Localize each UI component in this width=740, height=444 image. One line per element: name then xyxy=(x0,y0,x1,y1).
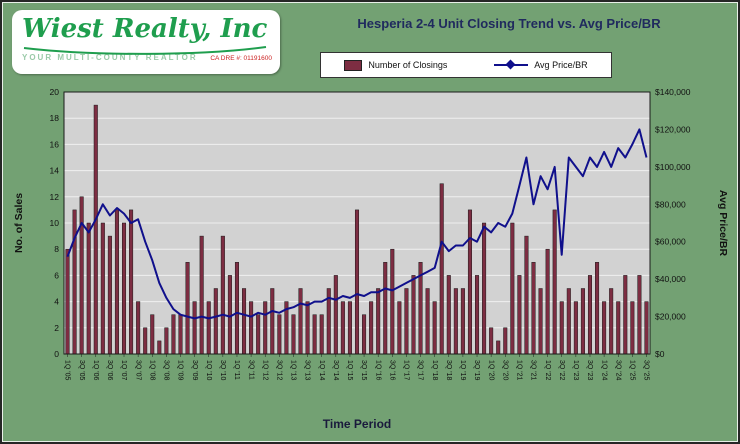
svg-text:Avg Price/BR: Avg Price/BR xyxy=(717,190,729,257)
legend-item-price: Avg Price/BR xyxy=(494,59,588,70)
svg-text:8: 8 xyxy=(54,244,59,254)
svg-text:3Q '25: 3Q '25 xyxy=(643,360,650,381)
svg-text:1Q '22: 1Q '22 xyxy=(544,360,551,381)
svg-text:1Q '25: 1Q '25 xyxy=(629,360,636,381)
svg-text:10: 10 xyxy=(50,218,60,228)
svg-text:1Q '20: 1Q '20 xyxy=(487,360,494,381)
svg-text:14: 14 xyxy=(50,166,60,176)
svg-text:1Q '15: 1Q '15 xyxy=(346,360,353,381)
company-logo: Wiest Realty, Inc YOUR MULTI-COUNTY REAL… xyxy=(12,10,280,74)
logo-swoosh-icon xyxy=(23,46,267,55)
svg-text:16: 16 xyxy=(50,139,60,149)
chart-title: Hesperia 2-4 Unit Closing Trend vs. Avg … xyxy=(357,16,661,31)
svg-text:3Q '13: 3Q '13 xyxy=(304,360,311,381)
svg-text:1Q '08: 1Q '08 xyxy=(148,360,155,381)
svg-text:3Q '07: 3Q '07 xyxy=(134,360,141,381)
svg-text:4: 4 xyxy=(54,297,59,307)
svg-text:3Q '19: 3Q '19 xyxy=(473,360,480,381)
svg-text:3Q '24: 3Q '24 xyxy=(614,360,621,381)
svg-text:1Q '12: 1Q '12 xyxy=(261,360,268,381)
svg-text:$120,000: $120,000 xyxy=(655,124,691,134)
svg-text:18: 18 xyxy=(50,113,60,123)
svg-text:1Q '11: 1Q '11 xyxy=(233,360,240,380)
svg-text:$60,000: $60,000 xyxy=(655,237,686,247)
svg-text:$140,000: $140,000 xyxy=(655,87,691,97)
svg-text:3Q '16: 3Q '16 xyxy=(388,360,395,381)
chart-legend: Number of Closings Avg Price/BR xyxy=(320,52,612,78)
svg-text:1Q '10: 1Q '10 xyxy=(205,360,212,381)
price-line-swatch-icon xyxy=(494,59,529,70)
svg-text:3Q '17: 3Q '17 xyxy=(417,360,424,381)
svg-text:3Q '14: 3Q '14 xyxy=(332,360,339,381)
svg-text:1Q '14: 1Q '14 xyxy=(318,360,325,381)
svg-text:3Q '09: 3Q '09 xyxy=(191,360,198,381)
svg-text:$40,000: $40,000 xyxy=(655,274,686,284)
svg-text:0: 0 xyxy=(54,349,59,359)
legend-label-closings: Number of Closings xyxy=(368,60,448,70)
svg-text:3Q '11: 3Q '11 xyxy=(247,360,254,380)
svg-text:1Q '09: 1Q '09 xyxy=(177,360,184,381)
svg-text:3Q '22: 3Q '22 xyxy=(558,360,565,381)
svg-text:3Q '06: 3Q '06 xyxy=(106,360,113,381)
svg-text:1Q '21: 1Q '21 xyxy=(516,360,523,381)
svg-text:1Q '17: 1Q '17 xyxy=(403,360,410,381)
svg-text:3Q '08: 3Q '08 xyxy=(163,360,170,381)
company-name: Wiest Realty, Inc xyxy=(22,14,268,44)
svg-text:3Q '23: 3Q '23 xyxy=(586,360,593,381)
svg-text:1Q '05: 1Q '05 xyxy=(64,360,71,381)
svg-text:No. of Sales: No. of Sales xyxy=(13,193,25,253)
svg-text:3Q '20: 3Q '20 xyxy=(501,360,508,381)
svg-text:1Q '23: 1Q '23 xyxy=(572,360,579,381)
svg-text:3Q '05: 3Q '05 xyxy=(78,360,85,381)
svg-text:1Q '19: 1Q '19 xyxy=(459,360,466,381)
svg-text:1Q '06: 1Q '06 xyxy=(92,360,99,381)
svg-text:Time Period: Time Period xyxy=(323,417,391,431)
svg-text:3Q '18: 3Q '18 xyxy=(445,360,452,381)
svg-text:1Q '18: 1Q '18 xyxy=(431,360,438,381)
svg-text:2: 2 xyxy=(54,323,59,333)
svg-text:3Q '15: 3Q '15 xyxy=(360,360,367,381)
svg-text:$20,000: $20,000 xyxy=(655,312,686,322)
svg-text:6: 6 xyxy=(54,270,59,280)
closings-swatch-icon xyxy=(344,59,363,71)
svg-text:1Q '07: 1Q '07 xyxy=(120,360,127,381)
svg-text:3Q '21: 3Q '21 xyxy=(530,360,537,381)
license-number: CA DRE #: 01191600 xyxy=(210,55,272,62)
svg-text:$0: $0 xyxy=(655,349,665,359)
company-tagline: YOUR MULTI-COUNTY REALTOR xyxy=(22,53,198,62)
trend-chart: 0 2 4 6 8 10 12 14 16 18 20 $0 $20,000 $40,000 $60,000… xyxy=(8,84,732,436)
svg-text:1Q '16: 1Q '16 xyxy=(374,360,381,381)
legend-label-price: Avg Price/BR xyxy=(534,60,588,70)
svg-text:12: 12 xyxy=(50,192,60,202)
svg-text:3Q '10: 3Q '10 xyxy=(219,360,226,381)
svg-text:3Q '12: 3Q '12 xyxy=(275,360,282,381)
svg-text:20: 20 xyxy=(50,87,60,97)
legend-item-closings: Number of Closings xyxy=(344,59,448,71)
trend-chart-svg: 0 2 4 6 8 10 12 14 16 18 20 $0 $20,000 $40,000 $60,000… xyxy=(13,87,729,431)
svg-text:$80,000: $80,000 xyxy=(655,199,686,209)
svg-text:$100,000: $100,000 xyxy=(655,162,691,172)
svg-text:1Q '13: 1Q '13 xyxy=(290,360,297,381)
svg-text:1Q '24: 1Q '24 xyxy=(600,360,607,381)
